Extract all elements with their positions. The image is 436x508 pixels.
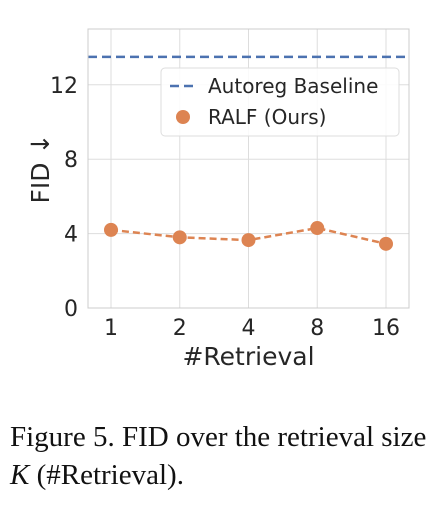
legend-box [160,67,400,137]
y-tick-label: 0 [64,297,78,322]
figure-caption: Figure 5. FID over the retrieval size K … [10,418,430,494]
y-axis-label: FID ↓ [26,134,55,204]
x-tick-label: 8 [310,316,324,341]
ralf-point [241,233,256,248]
plot-frame [87,28,410,309]
caption-prefix: Figure 5. FID over the retrieval size [10,421,427,453]
x-tick-label: 2 [173,316,187,341]
y-tick-label: 8 [64,148,78,173]
legend-ralf-label: RALF (Ours) [208,105,326,129]
caption-math-k: K [10,459,30,491]
y-tick-label: 4 [64,223,78,248]
y-tick-label: 12 [50,74,78,99]
x-tick-label: 1 [104,316,118,341]
legend-ralf-swatch [176,110,190,124]
ralf-series [104,221,393,251]
x-tick-label: 16 [372,316,400,341]
legend-baseline-label: Autoreg Baseline [208,74,378,98]
ralf-point [379,236,393,251]
ralf-point [104,222,118,237]
x-tick-label: 4 [242,316,256,341]
ralf-point [310,221,325,236]
legend: Autoreg Baseline RALF (Ours) [160,67,400,137]
caption-suffix: (#Retrieval). [29,459,184,491]
x-axis-label: #Retrieval [182,342,314,371]
ralf-point [172,230,187,245]
